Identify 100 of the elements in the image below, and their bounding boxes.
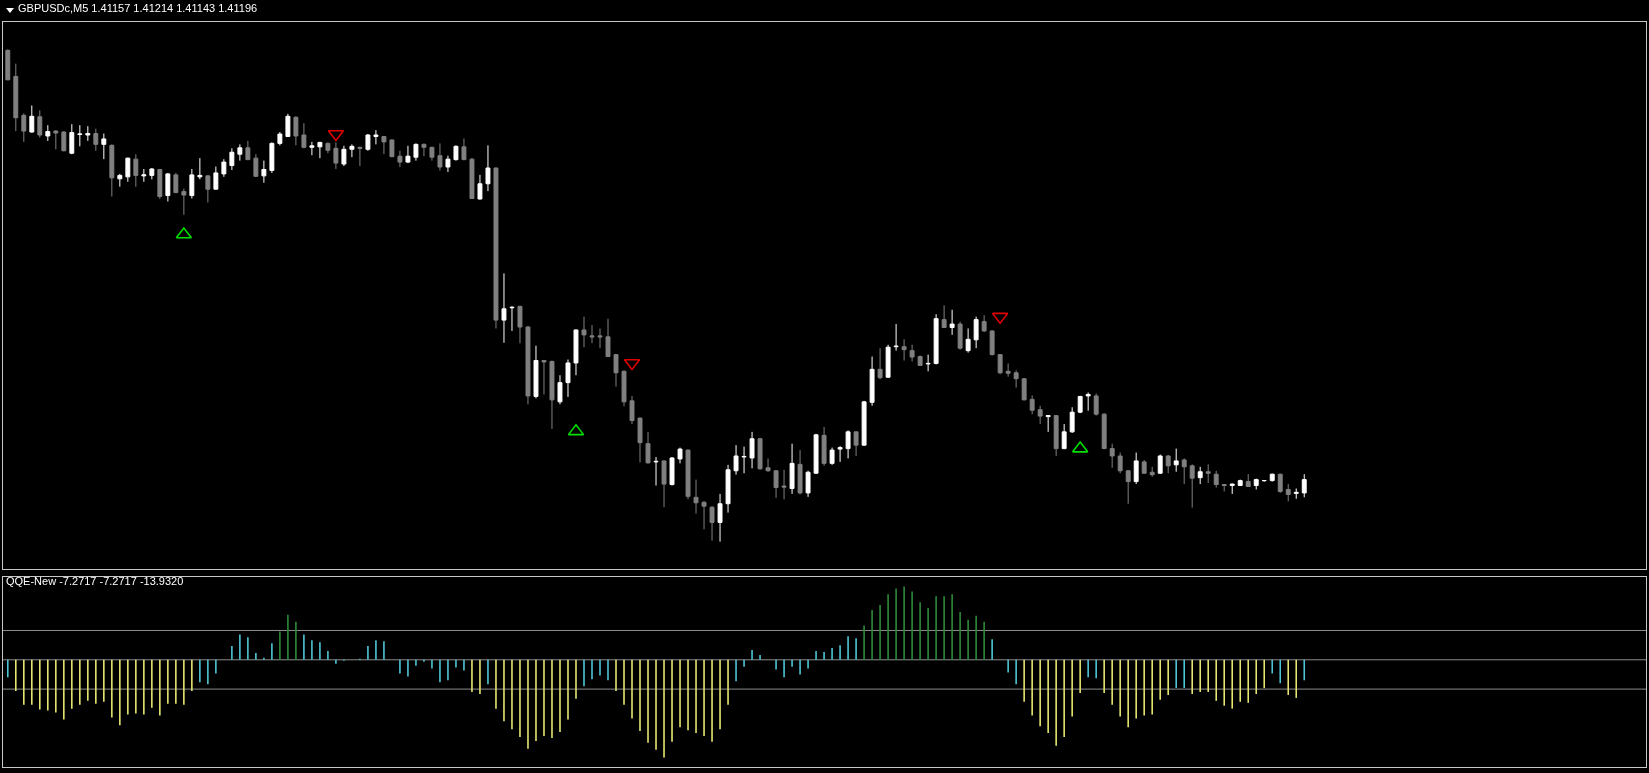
candlestick xyxy=(557,374,563,405)
candlestick xyxy=(309,141,315,156)
candlestick xyxy=(21,112,27,143)
candlestick xyxy=(493,167,499,329)
candlestick xyxy=(949,309,955,336)
candlestick xyxy=(237,143,243,162)
candlestick xyxy=(893,323,899,352)
candlestick xyxy=(1005,362,1011,378)
candlestick xyxy=(333,141,339,170)
candlestick xyxy=(629,395,635,425)
candlestick xyxy=(613,353,619,388)
candlestick xyxy=(1141,459,1147,475)
candlestick xyxy=(909,344,915,362)
candlestick xyxy=(5,48,11,81)
candlestick xyxy=(941,304,947,329)
candlestick xyxy=(773,469,779,499)
candlestick xyxy=(517,305,523,344)
candlestick xyxy=(597,327,603,349)
candlestick xyxy=(1133,452,1139,485)
candlestick xyxy=(85,125,91,142)
candlestick xyxy=(845,429,851,459)
candlestick xyxy=(365,133,371,152)
candlestick xyxy=(485,144,491,192)
candlestick xyxy=(77,124,83,147)
candlestick xyxy=(29,104,35,134)
candlestick xyxy=(357,146,363,167)
candlestick xyxy=(821,426,827,467)
candlestick xyxy=(13,63,19,132)
candlestick xyxy=(165,172,171,202)
candlestick xyxy=(1069,406,1075,434)
candlestick xyxy=(285,113,291,138)
candlestick xyxy=(325,141,331,154)
candlestick xyxy=(853,430,859,457)
candlestick xyxy=(61,130,67,152)
candlestick xyxy=(221,158,227,178)
candlestick xyxy=(189,168,195,200)
candlestick xyxy=(373,129,379,145)
candlestick xyxy=(277,131,283,146)
candlestick xyxy=(1037,405,1043,425)
candlestick xyxy=(1293,487,1299,500)
candlestick xyxy=(157,168,163,200)
candlestick xyxy=(429,146,435,162)
candlestick xyxy=(1149,466,1155,478)
candlestick xyxy=(301,122,307,149)
candlestick xyxy=(53,129,59,150)
candlestick xyxy=(1221,483,1227,492)
candlestick xyxy=(741,446,747,474)
candlestick xyxy=(1101,412,1107,450)
candlestick xyxy=(829,447,835,466)
candlestick xyxy=(1053,414,1059,457)
candlestick xyxy=(701,500,707,530)
candlestick xyxy=(637,417,643,463)
candlestick xyxy=(789,443,795,495)
candlestick xyxy=(973,316,979,349)
candlestick xyxy=(1157,454,1163,475)
candlestick xyxy=(877,347,883,380)
candlestick xyxy=(317,141,323,159)
candlestick xyxy=(621,369,627,407)
candlestick xyxy=(69,123,75,155)
candlestick xyxy=(261,160,267,184)
candlestick xyxy=(805,470,811,498)
candlestick xyxy=(781,469,787,500)
candlestick xyxy=(749,431,755,469)
candlestick xyxy=(1301,473,1307,498)
chart-title: QQE-New -7.2717 -7.2717 -13.9320 xyxy=(6,574,184,587)
candlestick xyxy=(589,324,595,344)
candlestick xyxy=(181,188,187,216)
candlestick xyxy=(1085,391,1091,412)
candlestick xyxy=(925,354,931,372)
candlestick xyxy=(869,356,875,407)
candlestick xyxy=(1237,479,1243,487)
candlestick xyxy=(605,318,611,358)
candlestick xyxy=(1165,454,1171,474)
candlestick xyxy=(101,133,107,160)
candlestick xyxy=(997,353,1003,375)
candlestick xyxy=(453,144,459,162)
candlestick xyxy=(501,272,507,344)
candlestick xyxy=(1189,463,1195,509)
candlestick xyxy=(1117,452,1123,474)
candlestick xyxy=(541,359,547,395)
candlestick xyxy=(397,150,403,168)
candlestick xyxy=(709,505,715,542)
candlestick xyxy=(45,124,51,142)
candlestick xyxy=(1029,394,1035,415)
candlestick xyxy=(245,140,251,161)
candlestick xyxy=(1181,457,1187,485)
candlestick xyxy=(813,433,819,475)
candlestick xyxy=(1077,395,1083,414)
chart-title: GBPUSDc,M5 1.41157 1.41214 1.41143 1.41196 xyxy=(18,1,258,14)
candlestick xyxy=(1213,470,1219,488)
candlestick xyxy=(693,479,699,515)
candlestick xyxy=(341,145,347,167)
candlestick xyxy=(1045,414,1051,433)
candlestick xyxy=(1253,478,1259,490)
candlestick xyxy=(509,305,515,332)
candlestick xyxy=(421,143,427,157)
candlestick xyxy=(957,321,963,351)
candlestick xyxy=(797,449,803,495)
candlestick xyxy=(269,141,275,174)
candlestick xyxy=(229,147,235,171)
